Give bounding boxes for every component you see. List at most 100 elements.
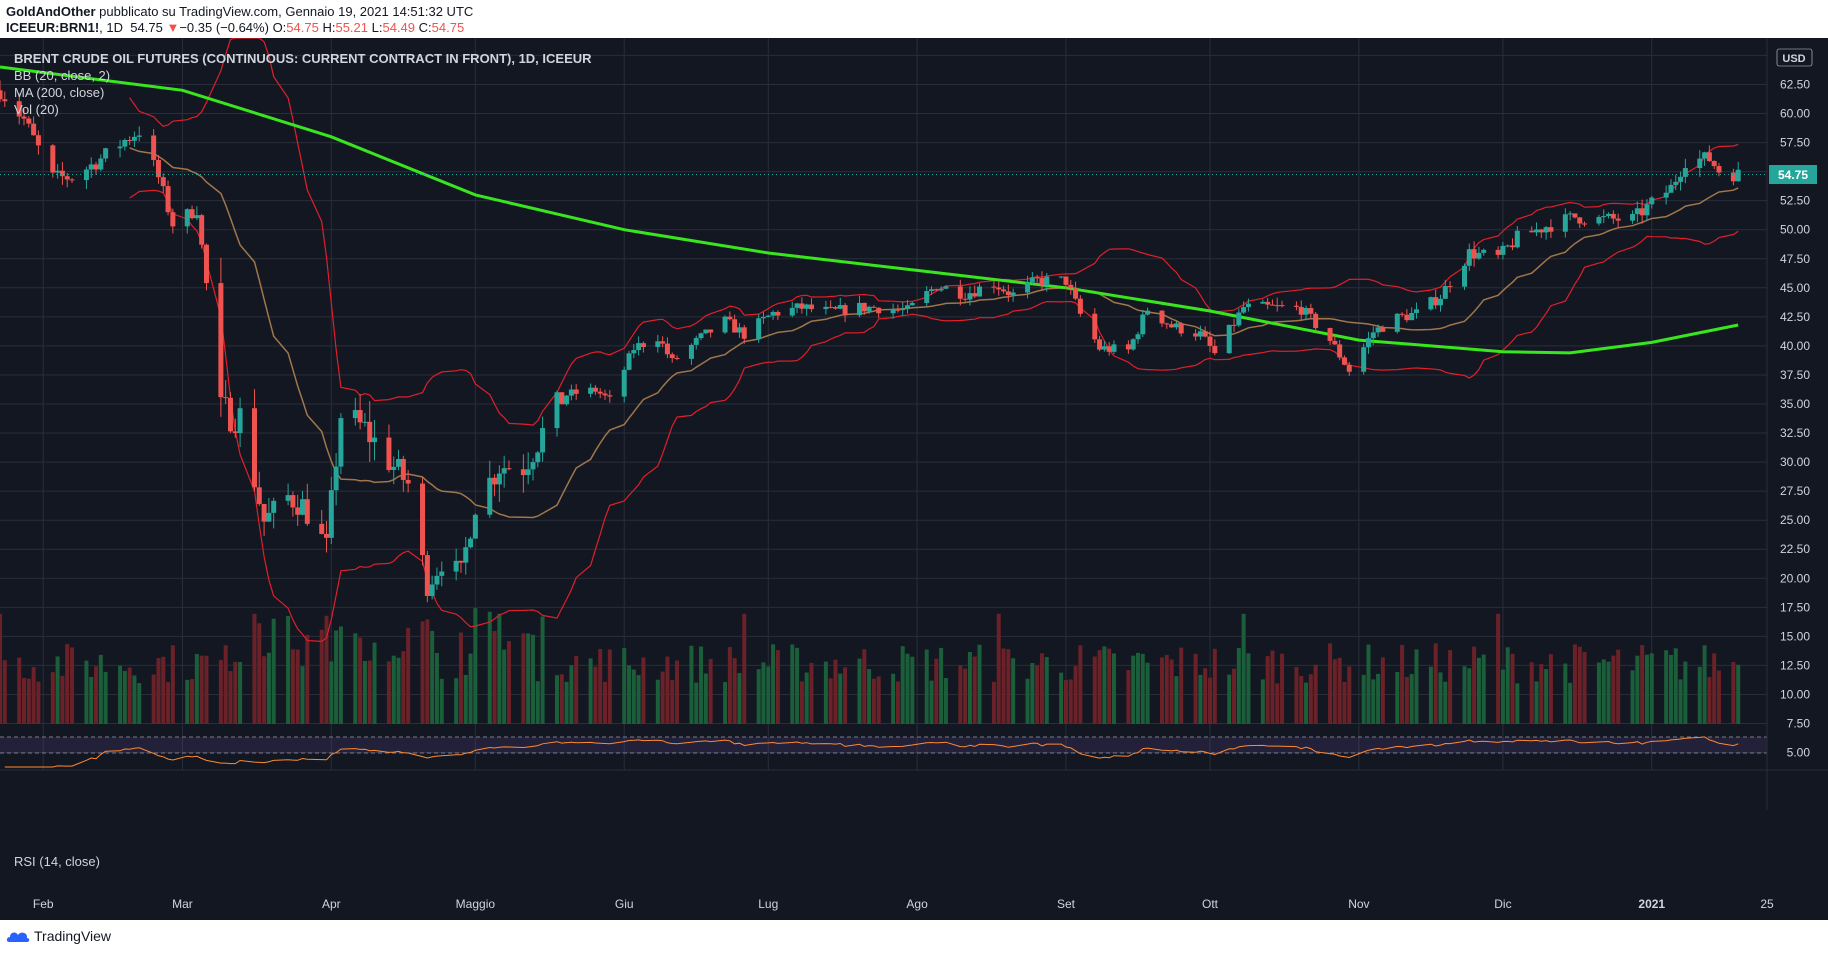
volume-bar bbox=[727, 647, 732, 724]
volume-bar bbox=[833, 659, 838, 724]
volume-bar bbox=[286, 615, 291, 724]
volume-bar bbox=[1640, 645, 1645, 724]
price-tick-label: 7.50 bbox=[1787, 717, 1811, 731]
volume-bar bbox=[98, 654, 103, 724]
candle-body bbox=[1197, 331, 1203, 337]
candle-body bbox=[506, 468, 512, 470]
candle-body bbox=[261, 503, 267, 522]
volume-bar bbox=[1102, 646, 1107, 724]
volume-bar bbox=[1280, 653, 1285, 724]
candle-body bbox=[472, 514, 478, 539]
candle-body bbox=[1510, 245, 1516, 248]
candle-body bbox=[98, 158, 104, 170]
price-tick-label: 42.50 bbox=[1780, 310, 1810, 324]
volume-bar bbox=[473, 608, 478, 724]
candle-body bbox=[1711, 161, 1717, 167]
time-tick-label: Nov bbox=[1348, 897, 1369, 911]
volume-bar bbox=[924, 649, 929, 724]
volume-bar bbox=[1635, 655, 1640, 724]
candle-body bbox=[1649, 197, 1655, 205]
volume-bar bbox=[329, 661, 334, 724]
candle-body bbox=[1073, 288, 1079, 299]
volume-bar bbox=[1400, 644, 1405, 724]
volume-bar bbox=[1572, 644, 1577, 724]
volume-bar bbox=[603, 681, 608, 724]
volume-bar bbox=[967, 651, 972, 724]
volume-bar bbox=[526, 633, 531, 724]
volume-bar bbox=[300, 666, 305, 724]
candle-body bbox=[0, 90, 3, 100]
candle-body bbox=[962, 298, 968, 300]
volume-bar bbox=[1664, 650, 1669, 724]
volume-bar bbox=[689, 645, 694, 724]
candle-body bbox=[1097, 339, 1103, 350]
rsi-line bbox=[4, 736, 1739, 768]
volume-bar bbox=[1649, 653, 1654, 724]
chart-panel[interactable]: 65.0062.5060.0057.5055.0052.5050.0047.50… bbox=[0, 38, 1828, 920]
volume-bar bbox=[454, 678, 459, 724]
candle-body bbox=[352, 410, 358, 419]
candle-body bbox=[1697, 158, 1703, 169]
candle-body bbox=[1413, 309, 1419, 313]
volume-bar bbox=[795, 647, 800, 724]
volume-bar bbox=[1582, 652, 1587, 724]
candle-body bbox=[1365, 338, 1371, 348]
volume-bar bbox=[458, 632, 463, 724]
candle-body bbox=[876, 307, 882, 314]
candle-body bbox=[256, 487, 262, 504]
candle-body bbox=[184, 209, 190, 227]
volume-bar bbox=[598, 648, 603, 724]
price-tick-label: 57.50 bbox=[1780, 136, 1810, 150]
candle-body bbox=[155, 159, 161, 178]
candle-body bbox=[871, 306, 877, 308]
volume-bar bbox=[65, 644, 70, 724]
volume-bar bbox=[1140, 653, 1145, 724]
candle-body bbox=[909, 302, 915, 306]
change-down-icon: ▼ bbox=[166, 20, 180, 35]
candle-body bbox=[328, 490, 334, 538]
volume-bar bbox=[0, 613, 2, 724]
volume-bar bbox=[895, 681, 900, 724]
volume-bar bbox=[497, 613, 502, 724]
ma200-path bbox=[0, 65, 1739, 355]
candle-body bbox=[1169, 324, 1175, 328]
volume-bar bbox=[559, 674, 564, 724]
volume-bar bbox=[929, 680, 934, 724]
rsi-pane bbox=[0, 736, 1767, 768]
volume-bar bbox=[871, 678, 876, 724]
candle-body bbox=[900, 309, 906, 311]
tradingview-logo[interactable]: TradingView bbox=[6, 928, 111, 944]
candle-body bbox=[1461, 265, 1467, 287]
time-tick-label: Ago bbox=[906, 897, 928, 911]
candle-body bbox=[16, 101, 22, 117]
candle-body bbox=[21, 116, 27, 119]
candle-body bbox=[1193, 333, 1199, 337]
candle-body bbox=[26, 118, 32, 124]
volume-bar bbox=[1174, 676, 1179, 724]
volume-bar bbox=[218, 659, 223, 724]
volume-bar bbox=[569, 665, 574, 724]
volume-bar bbox=[588, 658, 593, 724]
volume-bar bbox=[1059, 672, 1064, 724]
candle-body bbox=[1702, 152, 1708, 159]
volume-bar bbox=[1395, 672, 1400, 724]
volume-bar bbox=[271, 618, 276, 724]
volume-bar bbox=[295, 649, 300, 724]
currency-badge[interactable]: USD bbox=[1776, 48, 1813, 67]
candle-body bbox=[127, 139, 133, 141]
price-change: −0.35 (−0.64%) bbox=[179, 20, 269, 35]
volume-bar bbox=[756, 669, 761, 724]
candle-body bbox=[160, 177, 166, 187]
volume-bar bbox=[1328, 643, 1333, 724]
volume-bar bbox=[1111, 653, 1116, 724]
candle-body bbox=[823, 306, 829, 310]
volume-bar bbox=[55, 656, 60, 724]
volume-bar bbox=[1164, 654, 1169, 724]
volume-bar bbox=[1337, 657, 1342, 724]
volume-bar bbox=[103, 671, 108, 724]
volume-bar bbox=[425, 619, 430, 724]
volume-bar bbox=[434, 653, 439, 724]
volume-bar bbox=[290, 649, 295, 724]
candle-body bbox=[1145, 310, 1151, 315]
candle-body bbox=[1202, 331, 1208, 337]
